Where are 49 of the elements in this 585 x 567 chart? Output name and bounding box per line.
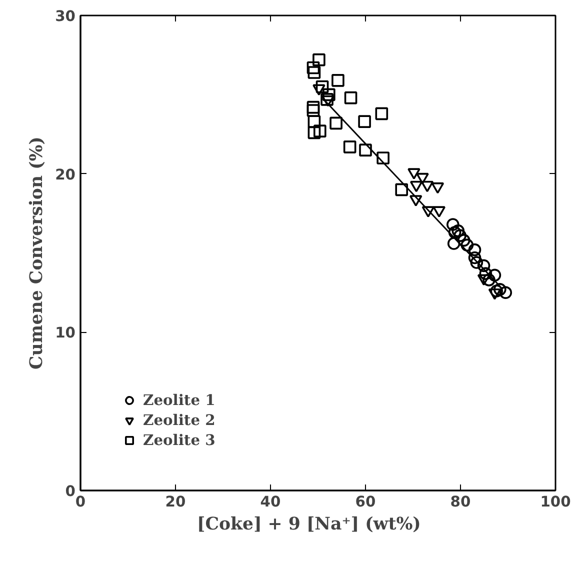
- point: [408, 168, 420, 180]
- point: [316, 80, 329, 94]
- point: [332, 74, 344, 87]
- point: [488, 288, 502, 300]
- point: [422, 206, 435, 218]
- x-tick-label: 60: [355, 494, 376, 510]
- point: [312, 84, 326, 96]
- point: [312, 53, 326, 66]
- point: [395, 183, 408, 196]
- point: [488, 268, 502, 282]
- point: [330, 116, 342, 130]
- point: [432, 206, 446, 218]
- point: [499, 286, 512, 299]
- point: [431, 182, 444, 194]
- point: [306, 100, 320, 114]
- legend-label: Zeolite 1: [143, 392, 216, 408]
- point: [314, 124, 326, 138]
- x-tick-label: 80: [450, 494, 471, 510]
- point: [416, 172, 429, 184]
- point: [322, 88, 336, 102]
- point: [358, 115, 371, 128]
- point: [446, 218, 460, 231]
- point: [376, 152, 390, 164]
- x-axis-title: [Coke] + 9 [Na⁺] (wt%): [197, 514, 421, 534]
- y-tick-label: 30: [55, 8, 76, 25]
- point: [410, 180, 423, 192]
- point: [420, 180, 434, 192]
- point: [409, 195, 422, 206]
- y-tick-label: 0: [65, 483, 76, 500]
- point: [308, 66, 321, 79]
- point: [308, 115, 321, 128]
- x-tick-label: 20: [165, 494, 186, 510]
- y-tick-label: 10: [55, 324, 76, 342]
- y-axis-title: Cumene Conversion (%): [27, 136, 48, 370]
- legend-label: Zeolite 2: [143, 412, 216, 428]
- point: [477, 274, 490, 286]
- point: [477, 259, 490, 272]
- point: [308, 126, 321, 140]
- point: [344, 91, 358, 104]
- x-tick-label: 40: [260, 494, 281, 510]
- point: [306, 61, 320, 74]
- y-tick-label: 20: [55, 166, 76, 184]
- x-tick-label: 100: [540, 494, 571, 510]
- legend-label: Zeolite 3: [143, 432, 216, 448]
- point: [359, 144, 372, 156]
- point: [343, 140, 356, 154]
- point: [470, 256, 484, 269]
- point: [468, 243, 482, 256]
- point: [375, 107, 388, 120]
